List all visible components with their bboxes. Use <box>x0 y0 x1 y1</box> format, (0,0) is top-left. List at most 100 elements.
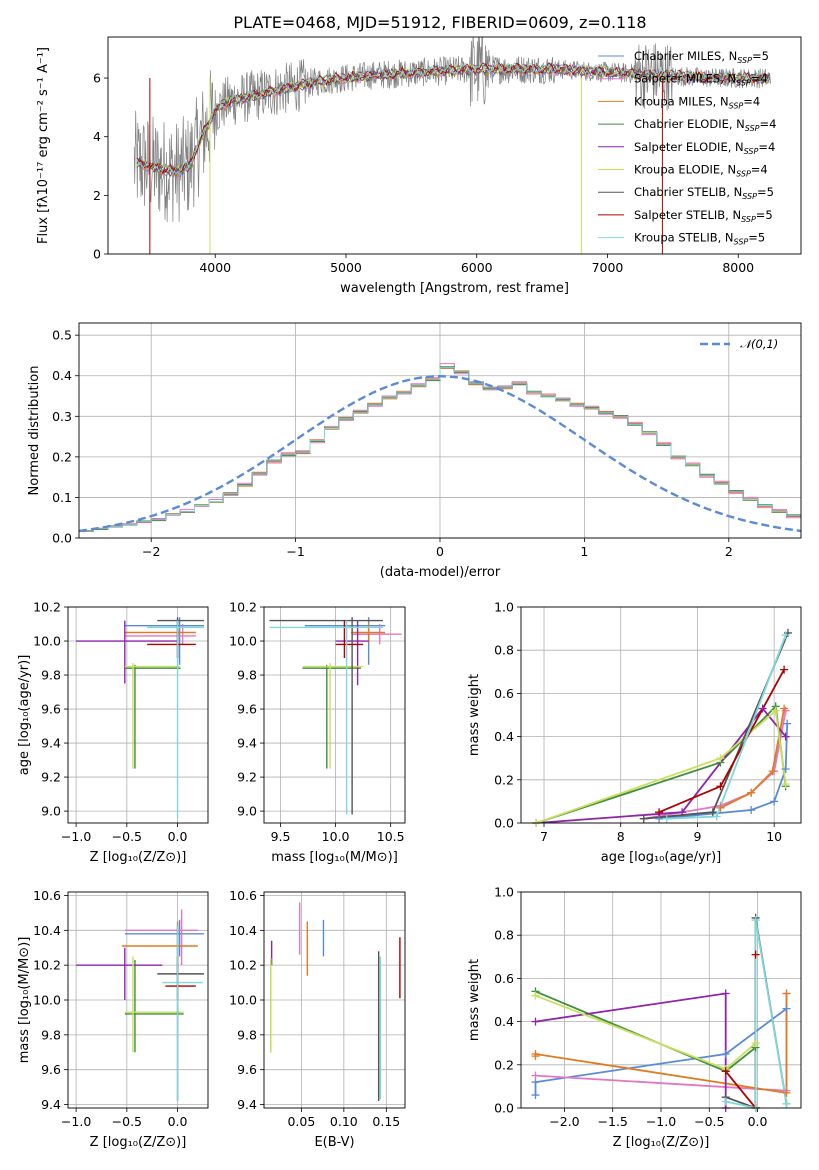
y-tick-label: 9.8 <box>237 1027 257 1042</box>
weight-marker <box>712 812 721 821</box>
x-tick-label: 10 <box>766 829 782 844</box>
x-tick-label: −0.5 <box>694 1114 724 1129</box>
weight-line <box>725 919 788 1108</box>
panel-Z-age: −1.0 −0.5 0.0 9.0 9.2 9.4 9.6 9.8 10.0 10.2 Z [log… <box>17 600 209 865</box>
y-tick-label: 10.0 <box>33 993 61 1008</box>
y-tick-label: 1.0 <box>494 600 514 615</box>
x-axis-label: Z [log₁₀(Z/Z⊙)] <box>90 850 187 865</box>
y-axis-label: mass weight <box>467 959 482 1041</box>
weight-marker <box>721 1097 730 1106</box>
weight-marker <box>782 1099 791 1108</box>
x-tick-label: 0.15 <box>372 1114 400 1129</box>
y-tick-label: 0.4 <box>494 1014 514 1029</box>
x-tick-label: 0.0 <box>168 1114 188 1129</box>
weight-marker <box>780 704 789 713</box>
weight-marker <box>782 1088 791 1097</box>
axes-frame <box>520 606 802 824</box>
x-tick-label: 10.5 <box>377 829 405 844</box>
y-tick-label: 0.3 <box>52 409 72 424</box>
weight-marker <box>721 989 730 998</box>
x-axis-label: (data-model)/error <box>380 565 501 580</box>
legend-label: Kroupa MILES, NSSP=4 <box>634 94 760 110</box>
plot-area <box>79 363 801 535</box>
y-tick-label: 0.5 <box>52 328 72 343</box>
y-tick-label: 0.6 <box>494 971 514 986</box>
y-tick-label: 10.2 <box>229 600 257 615</box>
weight-marker <box>751 1039 760 1048</box>
weight-marker <box>531 1017 540 1026</box>
x-axis-label: Z [log₁₀(Z/Z⊙)] <box>90 1135 187 1150</box>
axes-frame <box>67 891 209 1109</box>
y-tick-label: 9.8 <box>237 668 257 683</box>
y-tick-label: 9.4 <box>237 736 257 751</box>
plot-area <box>269 617 402 815</box>
y-tick-label: 0.8 <box>494 643 514 658</box>
weight-marker <box>751 916 760 925</box>
weight-marker <box>781 780 790 789</box>
weight-marker <box>780 665 789 674</box>
y-tick-label: 1.0 <box>494 885 514 900</box>
x-axis-label: age [log₁₀(age/yr)] <box>601 850 722 865</box>
weight-marker <box>770 797 779 806</box>
y-tick-label: 0.0 <box>494 816 514 831</box>
y-axis-label: Flux [fλ10⁻¹⁷ erg cm⁻² s⁻¹ A⁻¹] <box>36 47 51 244</box>
weight-marker <box>782 989 791 998</box>
weight-marker <box>751 950 760 959</box>
x-tick-label: −0.5 <box>112 829 142 844</box>
y-tick-label: 0.2 <box>494 772 514 787</box>
plot-layer: 4000 5000 6000 7000 8000 0 2 4 6 wavelength [Angs… <box>17 36 802 1150</box>
y-tick-label: 10.0 <box>229 634 257 649</box>
weight-marker <box>758 704 767 713</box>
x-tick-label: 7000 <box>592 260 624 275</box>
weight-marker <box>782 1004 791 1013</box>
legend-label: Salpeter MILES, NSSP=4 <box>634 72 768 88</box>
y-tick-label: 9.4 <box>41 736 61 751</box>
y-tick-label: 9.2 <box>237 770 257 785</box>
x-axis-label: mass [log₁₀(M/M⊙)] <box>271 850 398 865</box>
panel-EBV-mass: 0.05 0.10 0.15 9.4 9.6 9.8 10.0 10.2 10.4 10.6 E(B… <box>229 888 406 1150</box>
panel-Z-mass: −1.0 −0.5 0.0 9.4 9.6 9.8 10.0 10.2 10.4 10.6 Z [l… <box>17 888 209 1150</box>
y-tick-label: 0.1 <box>52 490 72 505</box>
weight-line <box>666 634 787 820</box>
weight-line <box>643 632 789 820</box>
panel-residuals: −2 −1 0 1 2 0.0 0.1 0.2 0.3 0.4 0.5 (data-model)/er… <box>27 322 802 580</box>
y-tick-label: 9.4 <box>237 1097 257 1112</box>
x-tick-label: 10.0 <box>322 829 350 844</box>
y-tick-label: 10.2 <box>33 600 61 615</box>
panel-Z-weight: −2.0 −1.5 −1.0 −0.5 0.0 0.0 0.2 0.4 0.6 0.8 1.0 Z [… <box>467 885 802 1150</box>
y-tick-label: 9.0 <box>237 804 257 819</box>
y-tick-label: 6 <box>93 71 101 86</box>
weight-line <box>720 708 785 809</box>
x-tick-label: 0.0 <box>168 829 188 844</box>
plot-area <box>76 909 204 1102</box>
model-spectrum-line <box>136 62 770 175</box>
y-tick-label: 4 <box>93 129 101 144</box>
y-tick-label: 10.2 <box>33 958 61 973</box>
weight-marker <box>662 814 671 823</box>
legend-label: Chabrier MILES, NSSP=5 <box>634 49 769 65</box>
y-tick-label: 9.6 <box>41 702 61 717</box>
y-tick-label: 10.4 <box>33 923 61 938</box>
y-axis-label: Normed distribution <box>27 366 42 496</box>
x-tick-label: 4000 <box>199 260 231 275</box>
legend-label: Salpeter STELIB, NSSP=5 <box>634 208 773 224</box>
weight-marker <box>678 808 687 817</box>
y-tick-label: 9.2 <box>41 770 61 785</box>
legend-label: Chabrier STELIB, NSSP=5 <box>634 185 774 201</box>
x-tick-label: −1.0 <box>646 1114 676 1129</box>
axes-frame <box>67 606 209 824</box>
y-tick-label: 10.0 <box>33 634 61 649</box>
weight-marker <box>747 788 756 797</box>
y-tick-label: 10.6 <box>33 888 61 903</box>
weight-line <box>536 704 787 823</box>
y-tick-label: 9.4 <box>41 1097 61 1112</box>
weight-line <box>536 707 787 823</box>
x-tick-label: 8000 <box>722 260 754 275</box>
y-axis-label: mass [log₁₀(M/M⊙)] <box>17 937 32 1064</box>
legend-label: 𝒩(0,1) <box>740 337 778 351</box>
panel-mass-age: 9.5 10.0 10.5 9.0 9.2 9.4 9.6 9.8 10.0 10.2 mass [… <box>229 600 406 865</box>
plot-area <box>133 37 772 254</box>
x-tick-label: −0.5 <box>112 1114 142 1129</box>
y-tick-label: 10.2 <box>229 958 257 973</box>
weight-marker <box>768 767 777 776</box>
